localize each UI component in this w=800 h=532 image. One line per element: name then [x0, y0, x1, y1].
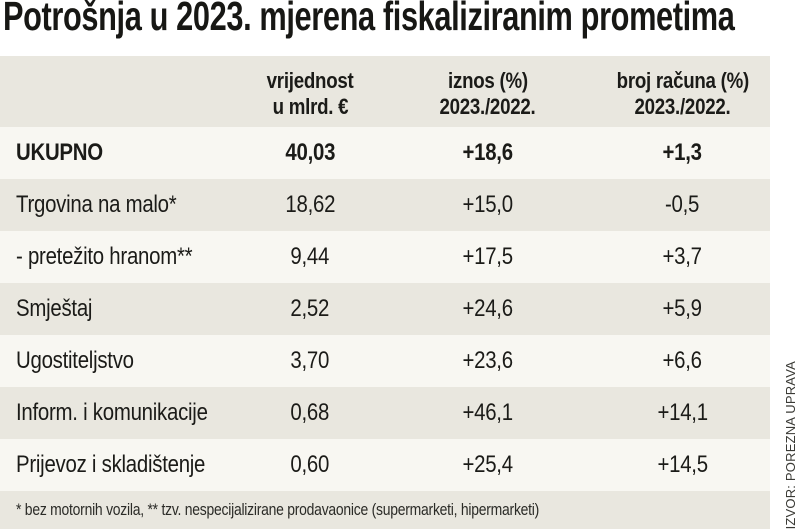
- page-title-text: Potrošnja u 2023. mjerena fiskaliziranim…: [3, 0, 735, 39]
- row-value: 40,03: [285, 139, 335, 166]
- row-broj: +6,6: [662, 347, 703, 374]
- row-broj: +14,5: [657, 451, 708, 478]
- row-label: - pretežito hranom**: [16, 243, 193, 270]
- row-broj: -0,5: [665, 191, 700, 218]
- row-iznos: +24,6: [462, 295, 513, 322]
- table-row-smjestaj: Smještaj 2,52 +24,6 +5,9: [0, 283, 770, 335]
- table-row-inform-komunikacije: Inform. i komunikacije 0,68 +46,1 +14,1: [0, 387, 770, 439]
- row-iznos: +23,6: [462, 347, 513, 374]
- row-value: 18,62: [285, 191, 335, 218]
- header-line: vrijednost: [266, 67, 354, 93]
- table-row-prijevoz-skladistenje: Prijevoz i skladištenje 0,60 +25,4 +14,5: [0, 439, 770, 491]
- table-row-trgovina: Trgovina na malo* 18,62 +15,0 -0,5: [0, 179, 770, 231]
- row-label: Ugostiteljstvo: [16, 347, 134, 374]
- row-label: UKUPNO: [16, 139, 103, 166]
- row-broj: +3,7: [662, 243, 703, 270]
- table-header-row: vrijednost u mlrd. € iznos (%) 2023./202…: [0, 56, 770, 127]
- table-row-pretezito-hranom: - pretežito hranom** 9,44 +17,5 +3,7: [0, 231, 770, 283]
- row-value: 3,70: [290, 347, 330, 374]
- table-row-ugostiteljstvo: Ugostiteljstvo 3,70 +23,6 +6,6: [0, 335, 770, 387]
- header-line: iznos (%): [447, 67, 528, 93]
- row-label: Prijevoz i skladištenje: [16, 451, 206, 478]
- header-line: 2023./2022.: [439, 93, 536, 119]
- source-credit-text: IZVOR: POREZNA UPRAVA: [783, 360, 798, 529]
- row-broj: +5,9: [662, 295, 703, 322]
- page-title: Potrošnja u 2023. mjerena fiskaliziranim…: [3, 0, 800, 37]
- row-broj: +1,3: [662, 139, 703, 166]
- header-cell-iznos: iznos (%) 2023./2022.: [380, 64, 595, 120]
- header-line: 2023./2022.: [634, 93, 731, 119]
- row-iznos: +25,4: [462, 451, 513, 478]
- row-value: 9,44: [290, 243, 330, 270]
- row-value: 0,60: [290, 451, 330, 478]
- header-line: broj računa (%): [616, 67, 749, 93]
- row-iznos: +17,5: [462, 243, 513, 270]
- source-credit: IZVOR: POREZNA UPRAVA: [783, 361, 798, 529]
- header-cell-broj-racuna: broj računa (%) 2023./2022.: [595, 64, 770, 120]
- row-label: Trgovina na malo*: [16, 191, 177, 218]
- row-iznos: +15,0: [462, 191, 513, 218]
- row-broj: +14,1: [657, 399, 708, 426]
- table-footnote: * bez motornih vozila, ** tzv. nespecija…: [0, 491, 770, 529]
- table-row-ukupno: UKUPNO 40,03 +18,6 +1,3: [0, 127, 770, 179]
- row-value: 0,68: [290, 399, 330, 426]
- header-cell-vrijednost: vrijednost u mlrd. €: [240, 64, 380, 120]
- row-label: Inform. i komunikacije: [16, 399, 208, 426]
- row-value: 2,52: [290, 295, 330, 322]
- header-line: u mlrd. €: [272, 93, 348, 119]
- row-label: Smještaj: [16, 295, 93, 322]
- footnote-text: * bez motornih vozila, ** tzv. nespecija…: [16, 500, 540, 519]
- row-iznos: +18,6: [462, 139, 513, 166]
- row-iznos: +46,1: [462, 399, 513, 426]
- data-table: vrijednost u mlrd. € iznos (%) 2023./202…: [0, 56, 770, 529]
